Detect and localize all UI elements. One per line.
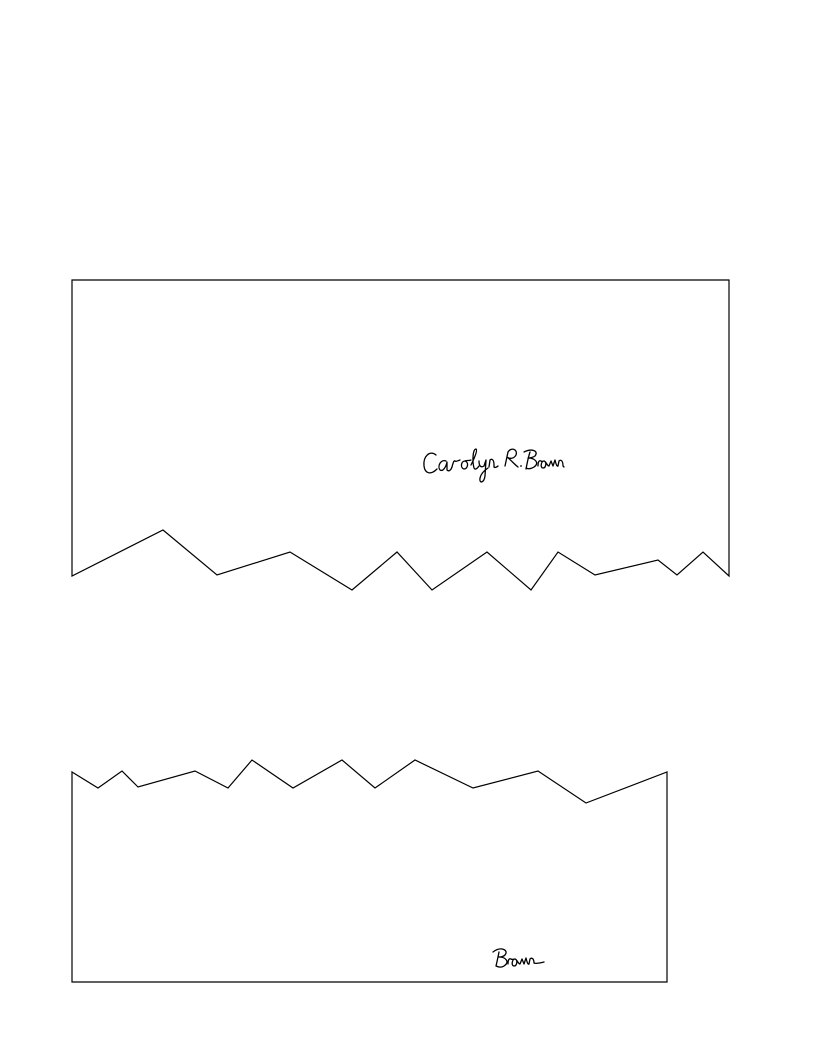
- upper-fragment-outline: [71, 279, 730, 591]
- lower-fragment-outline: [71, 759, 668, 983]
- signature-brown: [492, 948, 545, 968]
- upper-paper-fragment: [71, 279, 730, 591]
- signature-carolyn-r-brown: [423, 448, 565, 483]
- lower-paper-fragment: [71, 759, 668, 983]
